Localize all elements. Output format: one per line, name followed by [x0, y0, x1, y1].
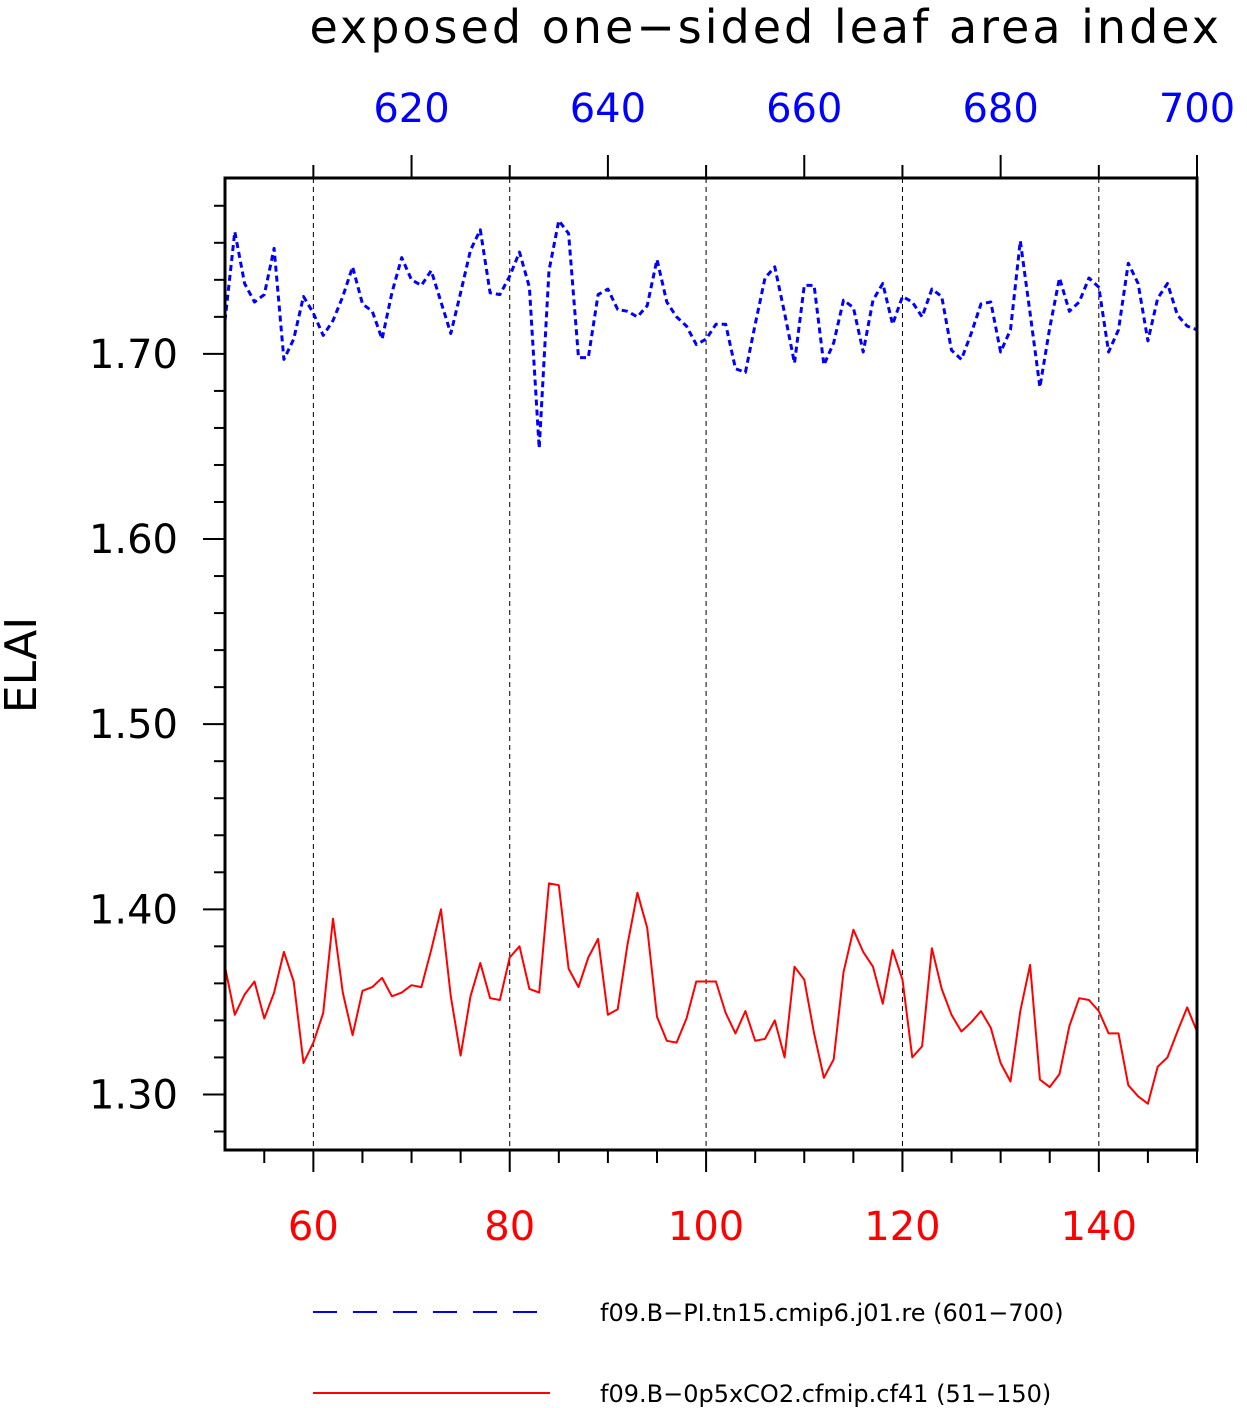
y-tick-label: 1.30	[89, 1072, 178, 1118]
plot-frame	[223, 176, 1199, 1152]
x-top-tick-label: 700	[1159, 86, 1235, 132]
x-bottom-tick-label: 60	[288, 1204, 339, 1250]
legend-label: f09.B−PI.tn15.cmip6.j01.re (601−700)	[600, 1299, 1064, 1327]
x-bottom-tick-label: 100	[668, 1204, 744, 1250]
ticks-layer: 60 80 100 120 140 620 640 660 680 700 1.30 1.40 1.50…	[89, 86, 1235, 1250]
series-layer	[223, 219, 1198, 1105]
y-tick-label: 1.50	[89, 702, 178, 748]
series-line-red-solid	[224, 882, 1198, 1105]
chart-title: exposed one−sided leaf area index	[310, 0, 1223, 54]
series-line-blue-dashed	[223, 219, 1198, 450]
x-bottom-tick-label: 80	[484, 1204, 535, 1250]
y-tick-label: 1.40	[89, 887, 178, 933]
x-bottom-tick-label: 120	[864, 1204, 940, 1250]
y-tick-label: 1.70	[89, 332, 178, 378]
grid-lines	[312, 178, 1100, 1150]
x-bottom-tick-label: 140	[1061, 1204, 1137, 1250]
y-axis-label: ELAI	[0, 617, 47, 713]
x-top-tick-label: 620	[373, 86, 449, 132]
y-tick-label: 1.60	[89, 517, 178, 563]
legend: f09.B−PI.tn15.cmip6.j01.re (601−700) f09.…	[313, 1299, 1064, 1408]
x-top-tick-label: 640	[570, 86, 646, 132]
x-top-tick-label: 660	[766, 86, 842, 132]
legend-label: f09.B−0p5xCO2.cfmip.cf41 (51−150)	[600, 1380, 1051, 1408]
x-top-tick-label: 680	[962, 86, 1038, 132]
